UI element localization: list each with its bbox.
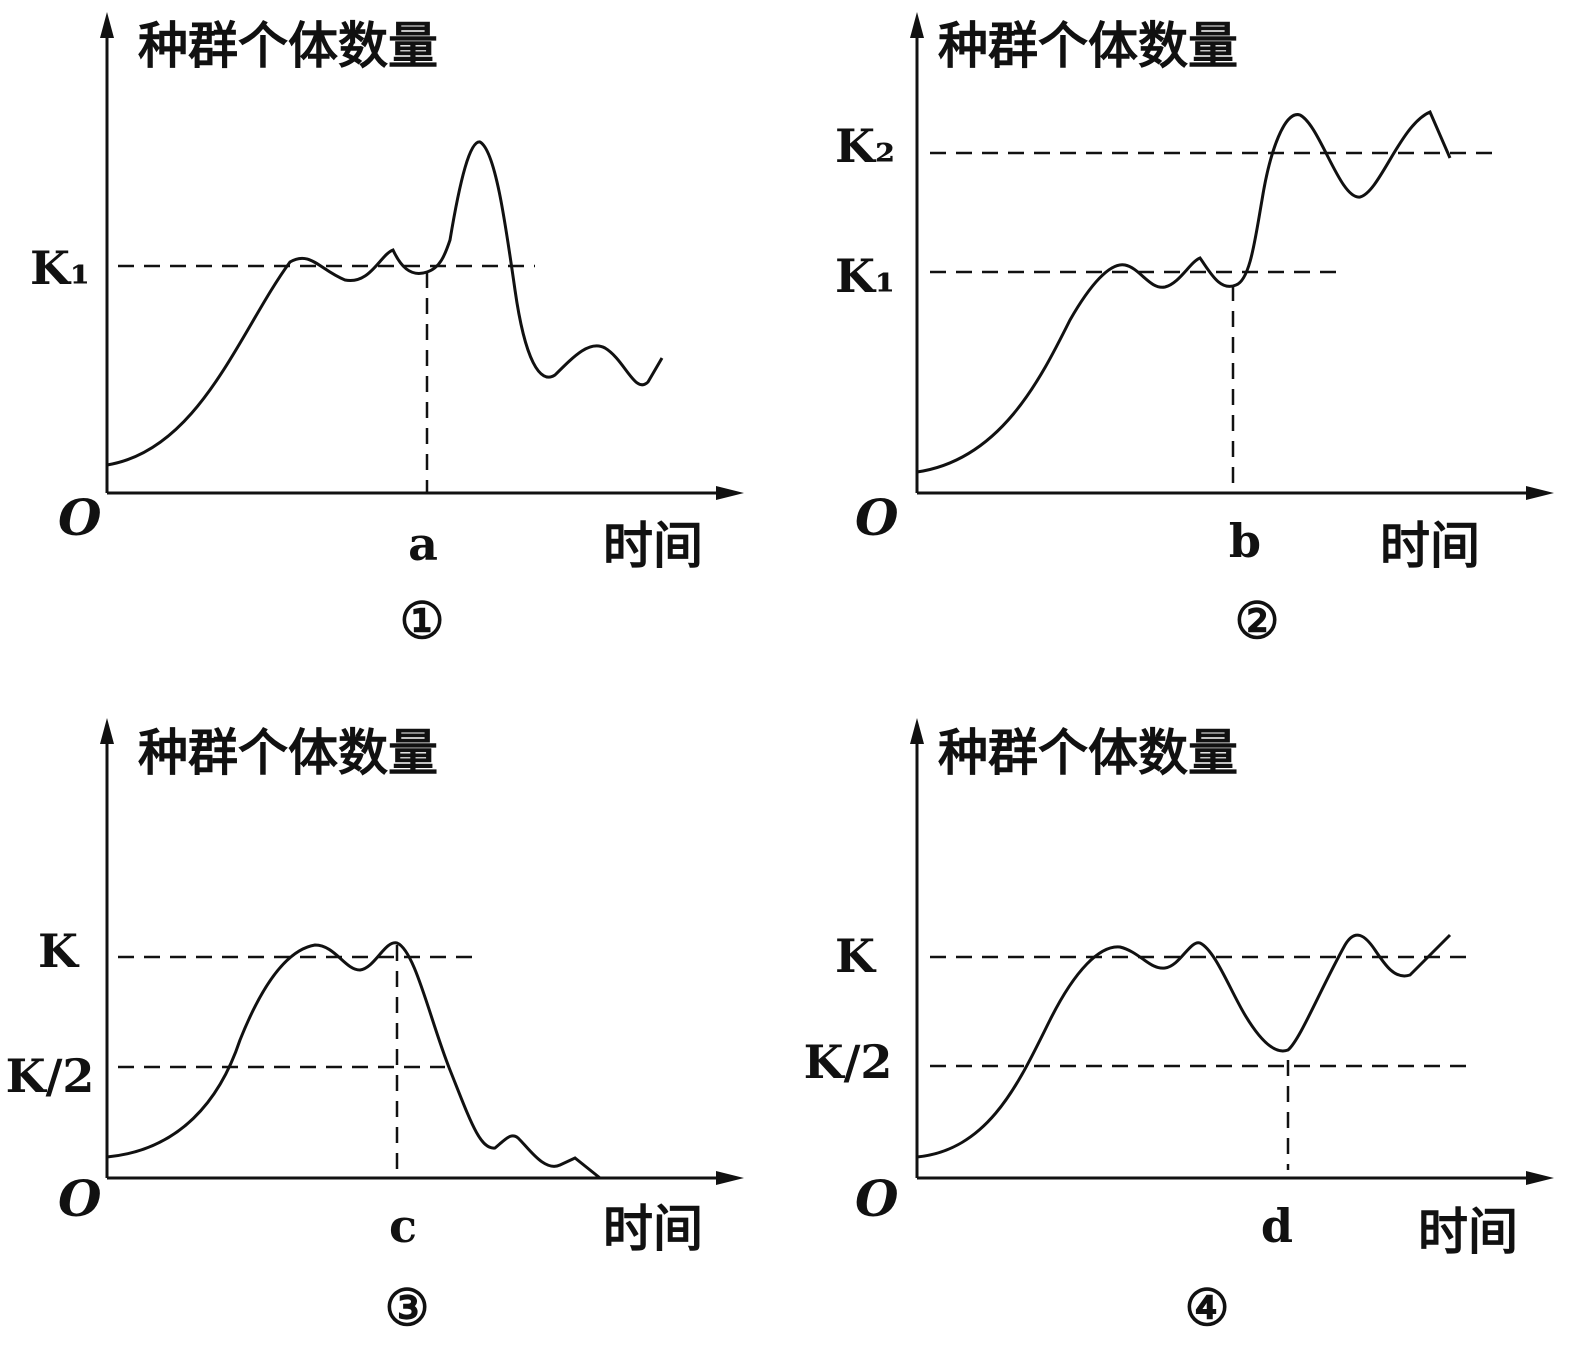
x-label: 时间 [603,516,703,575]
x-label: 时间 [1418,1202,1518,1261]
arrowheads [100,12,744,500]
marker: a [408,517,438,571]
level-label: K/2 [6,1049,95,1103]
y-label: 种群个体数量 [138,723,438,782]
origin: O [58,1169,102,1228]
origin: O [58,488,102,547]
x-label: 时间 [603,1199,703,1258]
y-label: 种群个体数量 [938,723,1238,782]
level-label: K₁ [835,249,895,303]
panel: 种群个体数量 K₁ O a 时间 ① [30,12,744,650]
panel-number: ② [1235,591,1280,650]
guide-lines [118,264,535,493]
arrowheads [910,718,1554,1185]
curve [916,110,1452,474]
curve [106,140,664,467]
marker: b [1229,514,1261,568]
guide-lines [118,945,480,1170]
level-label: K₂ [835,119,895,173]
panel-number: ③ [385,1278,430,1337]
origin: O [855,488,899,547]
panel: 种群个体数量 K K/2 O d 时间 ④ [804,718,1554,1337]
y-label: 种群个体数量 [938,16,1238,75]
guide-lines [930,955,1470,1170]
axes [105,728,732,1180]
level-label: K [38,924,80,978]
y-label: 种群个体数量 [138,16,438,75]
axes [105,22,732,495]
marker: d [1261,1199,1293,1253]
panel: 种群个体数量 K₂ K₁ O b 时间 ② [835,12,1554,650]
level-label: K₁ [30,241,90,295]
marker: c [389,1199,417,1253]
panel: 种群个体数量 K K/2 O c 时间 ③ [6,718,744,1337]
guide-lines [930,151,1500,493]
axes [915,728,1542,1180]
level-label: K [835,929,877,983]
curve [916,933,1452,1159]
panel-number: ① [400,591,445,650]
panel-number: ④ [1185,1278,1230,1337]
axes [915,22,1542,495]
x-label: 时间 [1380,516,1480,575]
origin: O [855,1169,899,1228]
level-label: K/2 [804,1035,893,1089]
curve [106,941,601,1180]
